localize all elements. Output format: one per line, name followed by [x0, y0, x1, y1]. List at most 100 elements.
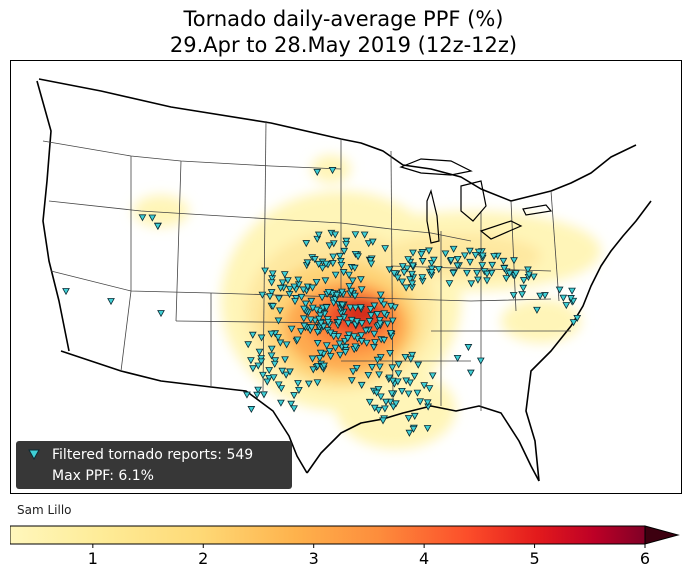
tornado-report-marker — [369, 343, 378, 352]
ppf-shading — [133, 155, 601, 449]
tornado-report-marker — [376, 320, 385, 328]
tornado-report-marker — [385, 266, 394, 274]
tornado-report-marker — [414, 361, 423, 369]
tornado-report-marker — [308, 355, 317, 363]
tornado-report-marker — [380, 310, 389, 318]
tornado-report-marker — [410, 372, 419, 380]
tornado-report-marker — [518, 291, 527, 299]
state-lines — [42, 120, 571, 411]
lake-erie — [479, 220, 523, 240]
tornado-report-marker — [394, 361, 403, 369]
tornado-report-marker — [278, 279, 287, 287]
tornado-report-marker — [311, 317, 319, 325]
tornado-report-marker — [259, 371, 267, 379]
tornado-report-marker — [499, 257, 508, 265]
tornado-report-marker — [299, 286, 308, 294]
tornado-report-marker — [268, 270, 277, 278]
tornado-report-marker — [270, 360, 279, 368]
tornado-report-marker — [306, 316, 315, 324]
tornado-report-marker — [278, 367, 287, 375]
tornado-report-marker — [502, 275, 511, 283]
tornado-report-marker — [356, 304, 365, 312]
tornado-report-marker — [62, 288, 70, 296]
tornado-report-marker — [366, 257, 375, 265]
tornado-report-marker — [423, 399, 432, 407]
tornado-report-marker — [510, 257, 518, 265]
tornado-report-marker — [474, 276, 482, 284]
tornado-report-marker — [393, 274, 402, 282]
tornado-report-marker — [297, 293, 306, 301]
tornado-report-marker — [304, 380, 313, 388]
lake-huron — [460, 180, 487, 222]
tornado-report-markers — [62, 167, 582, 437]
tornado-report-marker — [390, 270, 399, 278]
tornado-report-marker — [354, 253, 362, 261]
map-svg — [36, 78, 652, 482]
tornado-report-marker — [382, 398, 390, 406]
tornado-report-marker — [148, 214, 157, 222]
tornado-report-marker — [313, 329, 322, 337]
tornado-report-marker — [567, 295, 575, 303]
tornado-report-marker — [466, 258, 474, 266]
tornado-report-marker — [255, 348, 264, 356]
colorbar-tick-label: 3 — [308, 549, 319, 568]
tornado-report-marker — [568, 287, 576, 295]
tornado-report-marker — [483, 277, 491, 285]
tornado-report-marker — [445, 280, 454, 288]
tornado-report-marker — [473, 269, 481, 277]
tornado-report-marker — [488, 261, 497, 269]
tornado-report-marker — [380, 336, 388, 344]
tornado-report-marker — [367, 312, 375, 320]
tornado-report-marker — [398, 387, 406, 395]
tornado-report-marker — [466, 369, 475, 377]
tornado-report-marker — [471, 251, 480, 260]
tornado-report-marker — [261, 267, 269, 275]
tornado-report-marker — [406, 355, 415, 363]
tornado-report-marker — [460, 252, 469, 260]
tornado-report-marker — [271, 357, 280, 365]
tornado-report-marker — [153, 222, 162, 230]
tornado-report-marker — [402, 377, 411, 385]
tornado-report-marker — [300, 322, 309, 330]
tornado-report-marker — [254, 386, 262, 394]
tornado-report-marker — [269, 303, 277, 311]
tornado-report-marker — [328, 167, 337, 175]
tornado-report-marker — [254, 362, 263, 370]
tornado-report-marker — [331, 231, 340, 239]
tornado-report-marker — [316, 312, 325, 320]
tornado-report-marker — [319, 323, 328, 331]
tornado-report-marker — [483, 270, 491, 278]
colorbar-fill — [9, 525, 646, 545]
tornado-report-marker — [375, 371, 383, 379]
tornado-report-marker — [267, 289, 276, 297]
tornado-report-marker — [350, 264, 359, 272]
tornado-report-marker — [404, 256, 413, 264]
tornado-report-marker — [312, 306, 321, 314]
tornado-report-marker — [425, 247, 433, 255]
tornado-report-marker — [377, 297, 386, 305]
tornado-report-marker — [344, 320, 353, 328]
tornado-report-marker — [417, 251, 426, 259]
tornado-report-marker — [267, 279, 276, 287]
tornado-report-marker — [315, 355, 324, 363]
us-canada-border — [38, 78, 637, 202]
tornado-report-marker — [290, 283, 299, 291]
tornado-report-marker — [386, 350, 394, 358]
tornado-report-marker — [352, 365, 361, 373]
tornado-report-marker — [341, 349, 350, 357]
tornado-report-marker — [409, 425, 418, 433]
map-subtitle: 29.Apr to 28.May 2019 (12z-12z) — [169, 33, 518, 57]
tornado-report-marker — [434, 266, 443, 274]
tornado-report-marker — [299, 315, 308, 323]
tornado-report-marker — [453, 262, 462, 270]
tornado-report-marker — [342, 237, 351, 245]
tornado-report-marker — [406, 276, 414, 284]
tornado-report-marker — [453, 255, 462, 263]
tornado-report-marker — [339, 269, 348, 277]
colorbar-tick-label: 4 — [419, 549, 430, 568]
tornado-report-marker — [519, 277, 528, 285]
tornado-report-marker — [465, 247, 474, 255]
tornado-report-marker — [247, 357, 255, 365]
tornado-report-marker — [406, 379, 414, 387]
tornado-report-marker — [248, 331, 257, 339]
